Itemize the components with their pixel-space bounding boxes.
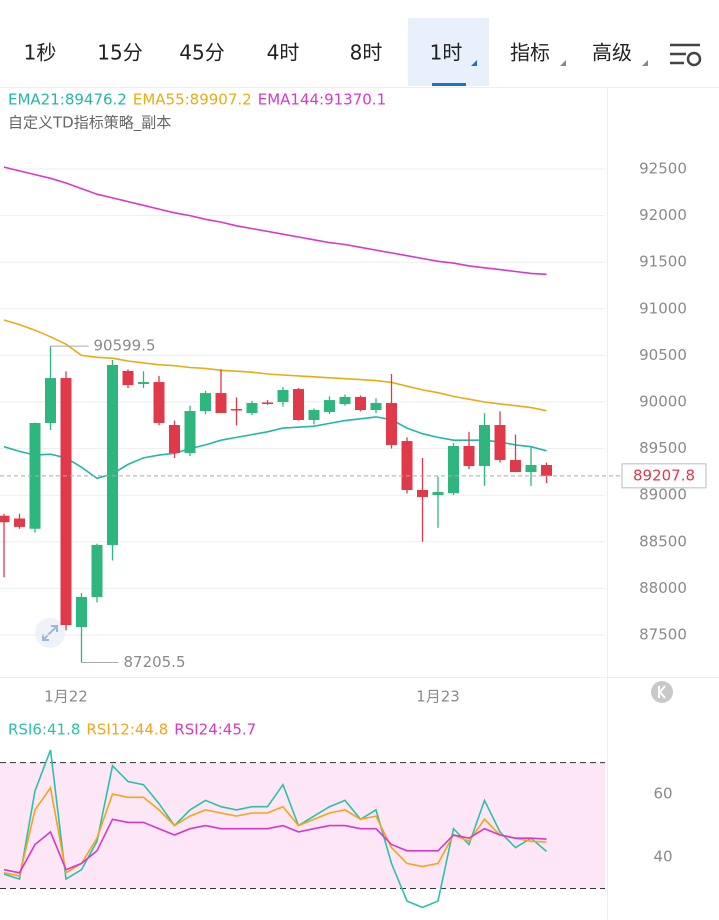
candle-body (153, 382, 165, 423)
candle-body (169, 425, 180, 453)
y-tick-label: 88500 (639, 532, 687, 550)
candle-body (184, 411, 196, 453)
selected-underline (432, 83, 466, 86)
settings-icon[interactable] (670, 43, 702, 67)
tab[interactable]: 指标 (510, 41, 550, 65)
low-annotation: 87205.5 (124, 653, 186, 671)
scroll-to-end[interactable] (651, 681, 673, 703)
last-price-tag (621, 463, 707, 489)
candle-body (401, 441, 413, 490)
legend: RSI6:41.8 RSI12:44.8 RSI24:45.7 (8, 721, 256, 739)
dropdown-mark (471, 60, 477, 66)
indicator-line (3, 416, 547, 480)
selected-tab-bg (408, 18, 489, 86)
y-tick-label: 60 (653, 785, 672, 803)
legend-entry: RSI6:41.8 (8, 721, 80, 739)
candle-body (463, 445, 475, 467)
candle-body (262, 402, 273, 404)
y-tick-label: 89000 (639, 486, 687, 504)
legend-entry: RSI24:45.7 (174, 721, 256, 739)
y-tick-label: 92500 (639, 159, 687, 177)
x-tick-label: 1月23 (416, 688, 460, 706)
candle-body (246, 403, 258, 413)
dropdown-mark (560, 60, 566, 66)
legend: EMA21:89476.2 EMA55:89907.2 EMA144:91370.1 (8, 91, 386, 109)
y-tick-label: 40 (653, 848, 672, 866)
candle-body (91, 544, 103, 597)
candle-body (14, 518, 25, 527)
candle-body (448, 445, 459, 494)
y-tick-label: 92000 (639, 206, 687, 224)
tab[interactable]: 8时 (350, 41, 383, 65)
tab[interactable]: 15分 (97, 41, 142, 65)
candle-body (308, 410, 320, 420)
y-tick-label: 87500 (639, 626, 687, 644)
candle-body (370, 403, 382, 411)
candle-body (231, 408, 242, 411)
candle-body (324, 400, 335, 412)
y-tick-label: 90000 (639, 393, 687, 411)
legend-entry: EMA21:89476.2 (8, 91, 127, 109)
tab[interactable]: 4时 (267, 41, 300, 65)
candle-body (138, 382, 149, 385)
indicator-line (3, 319, 547, 412)
y-tick-label: 88000 (639, 579, 687, 597)
high-annotation: 90599.5 (94, 337, 156, 355)
candle-body (45, 378, 56, 423)
candle-body (479, 425, 490, 467)
legend-entry: EMA55:89907.2 (133, 91, 252, 109)
indicator-title: 自定义TD指标策略_副本 (8, 114, 171, 133)
candle-body (200, 393, 211, 412)
last-price-label: 89207.8 (633, 466, 695, 484)
candle-body (525, 465, 537, 472)
candle-body (215, 393, 227, 413)
candle-body (60, 378, 72, 626)
indicator-line (3, 166, 547, 276)
candle-body (541, 465, 552, 476)
indicator-line (3, 818, 547, 874)
tab[interactable]: 1秒 (24, 41, 57, 65)
candle-body (277, 389, 289, 403)
candle-body (76, 596, 87, 627)
candle-body (432, 492, 444, 496)
tab[interactable]: 高级 (592, 41, 632, 65)
zoom-icon[interactable] (35, 618, 65, 648)
candle-body (510, 459, 521, 472)
candle-body (386, 403, 397, 445)
y-tick-label: 91000 (639, 299, 687, 317)
candle-body (355, 396, 366, 411)
candle-body (0, 515, 10, 523)
y-tick-label: 89500 (639, 439, 687, 457)
candle-body (339, 396, 351, 405)
candle-body (417, 489, 428, 497)
y-tick-label: 91500 (639, 253, 687, 271)
candle-body (293, 389, 304, 420)
dropdown-mark (642, 60, 648, 66)
tab[interactable]: 1时 (430, 41, 463, 65)
x-tick-label: 1月22 (44, 688, 88, 706)
legend-entry: EMA144:91370.1 (258, 91, 386, 109)
candle-body (494, 425, 506, 460)
band (0, 762, 605, 889)
candle-body (122, 370, 134, 386)
tab-bar: 1秒 15分 45分 4时 8时 1时 指标 高级 (0, 18, 719, 88)
y-tick-label: 90500 (639, 346, 687, 364)
indicator-line (3, 749, 548, 909)
legend-entry: RSI12:44.8 (86, 721, 168, 739)
tab[interactable]: 45分 (179, 41, 224, 65)
candle-body (107, 364, 118, 545)
